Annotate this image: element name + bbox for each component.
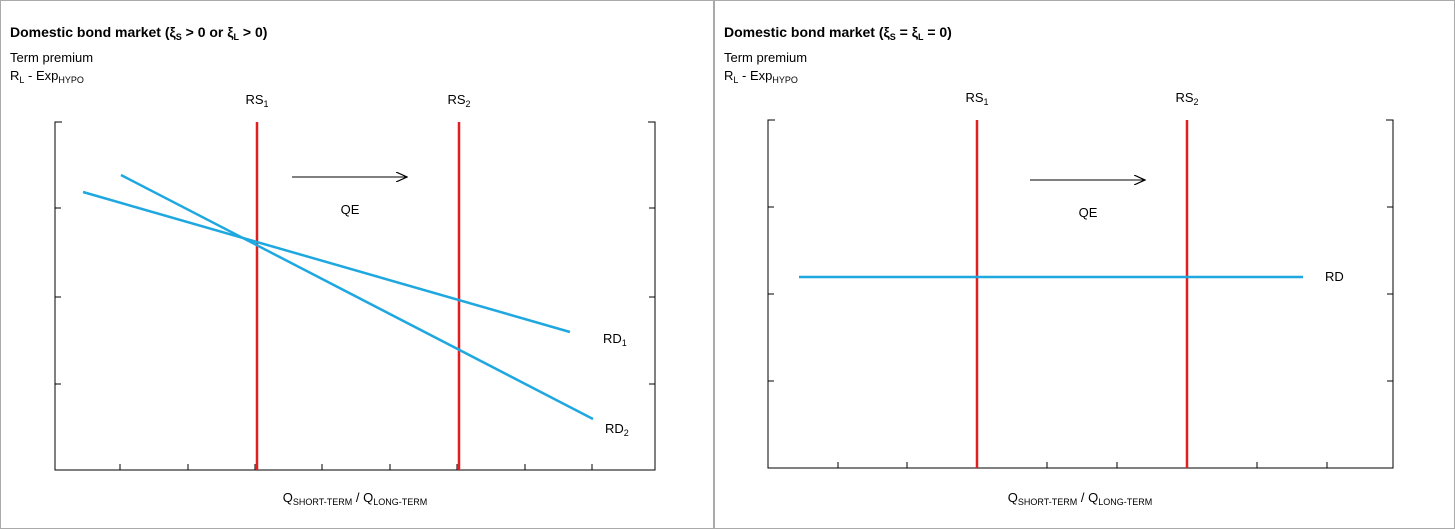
shift-label: QE xyxy=(341,202,360,217)
text-run: R xyxy=(10,68,19,83)
text-run: - Exp xyxy=(24,68,58,83)
panel-title: Domestic bond market (ξS = ξL = 0) xyxy=(724,24,952,42)
ticks xyxy=(768,206,1393,468)
demand-label: RD2 xyxy=(605,421,629,438)
subscript: SHORT-TERM xyxy=(293,497,352,507)
text-run: = ξ xyxy=(896,24,919,40)
y-label: Term premium xyxy=(724,50,807,65)
text-run: Term premium xyxy=(724,50,807,65)
subscript: L xyxy=(19,75,24,85)
panel-border xyxy=(714,0,1455,529)
shift-label: QE xyxy=(1079,205,1098,220)
text-run: R xyxy=(724,68,733,83)
subscript: 1 xyxy=(984,97,989,107)
y-label: RL - ExpHYPO xyxy=(10,68,84,85)
subscript: L xyxy=(918,32,924,42)
axes xyxy=(767,119,1394,469)
panel-1 xyxy=(54,121,656,471)
subscript: HYPO xyxy=(772,75,798,85)
supply-label: RS2 xyxy=(447,92,470,109)
text-run: QE xyxy=(341,202,360,217)
y-label: RL - ExpHYPO xyxy=(724,68,798,85)
subscript: L xyxy=(234,32,240,42)
text-run: > 0) xyxy=(239,24,267,40)
supply-label: RS1 xyxy=(245,92,268,109)
subscript: 2 xyxy=(466,99,471,109)
text-run: RD xyxy=(605,421,624,436)
text-run: > 0 or ξ xyxy=(182,24,235,40)
text-run: RS xyxy=(245,92,263,107)
ticks xyxy=(55,207,655,470)
subscript: 1 xyxy=(264,99,269,109)
subscript: 1 xyxy=(622,338,627,348)
supply-label: RS1 xyxy=(965,90,988,107)
x-label: QSHORT-TERM / QLONG-TERM xyxy=(283,490,427,507)
text-run: Q xyxy=(283,490,293,505)
text-run: RS xyxy=(1175,90,1193,105)
text-run: / Q xyxy=(1077,490,1098,505)
text-run: RD xyxy=(603,331,622,346)
y-label: Term premium xyxy=(10,50,93,65)
text-run: Domestic bond market (ξ xyxy=(724,24,890,40)
demand-label: RD1 xyxy=(603,331,627,348)
subscript: LONG-TERM xyxy=(373,497,427,507)
text-run: QE xyxy=(1079,205,1098,220)
text-run: RD xyxy=(1325,269,1344,284)
text-run: - Exp xyxy=(738,68,772,83)
text-run: / Q xyxy=(352,490,373,505)
text-run: Term premium xyxy=(10,50,93,65)
text-run: Q xyxy=(1008,490,1018,505)
subscript: S xyxy=(176,32,182,42)
text-run: Domestic bond market (ξ xyxy=(10,24,176,40)
subscript: S xyxy=(890,32,896,42)
subscript: SHORT-TERM xyxy=(1018,497,1077,507)
subscript: L xyxy=(733,75,738,85)
supply-label: RS2 xyxy=(1175,90,1198,107)
text-run: RS xyxy=(965,90,983,105)
demand-label: RD xyxy=(1325,269,1344,284)
x-label: QSHORT-TERM / QLONG-TERM xyxy=(1008,490,1152,507)
panel-title: Domestic bond market (ξS > 0 or ξL > 0) xyxy=(10,24,267,42)
text-run: = 0) xyxy=(923,24,951,40)
axes xyxy=(54,121,656,471)
demand-line xyxy=(120,173,594,421)
demand-line xyxy=(82,190,571,334)
subscript: 2 xyxy=(1194,97,1199,107)
panel-border xyxy=(0,0,714,529)
subscript: HYPO xyxy=(58,75,84,85)
text-run: RS xyxy=(447,92,465,107)
panel-2 xyxy=(767,119,1394,469)
subscript: LONG-TERM xyxy=(1098,497,1152,507)
subscript: 2 xyxy=(624,428,629,438)
